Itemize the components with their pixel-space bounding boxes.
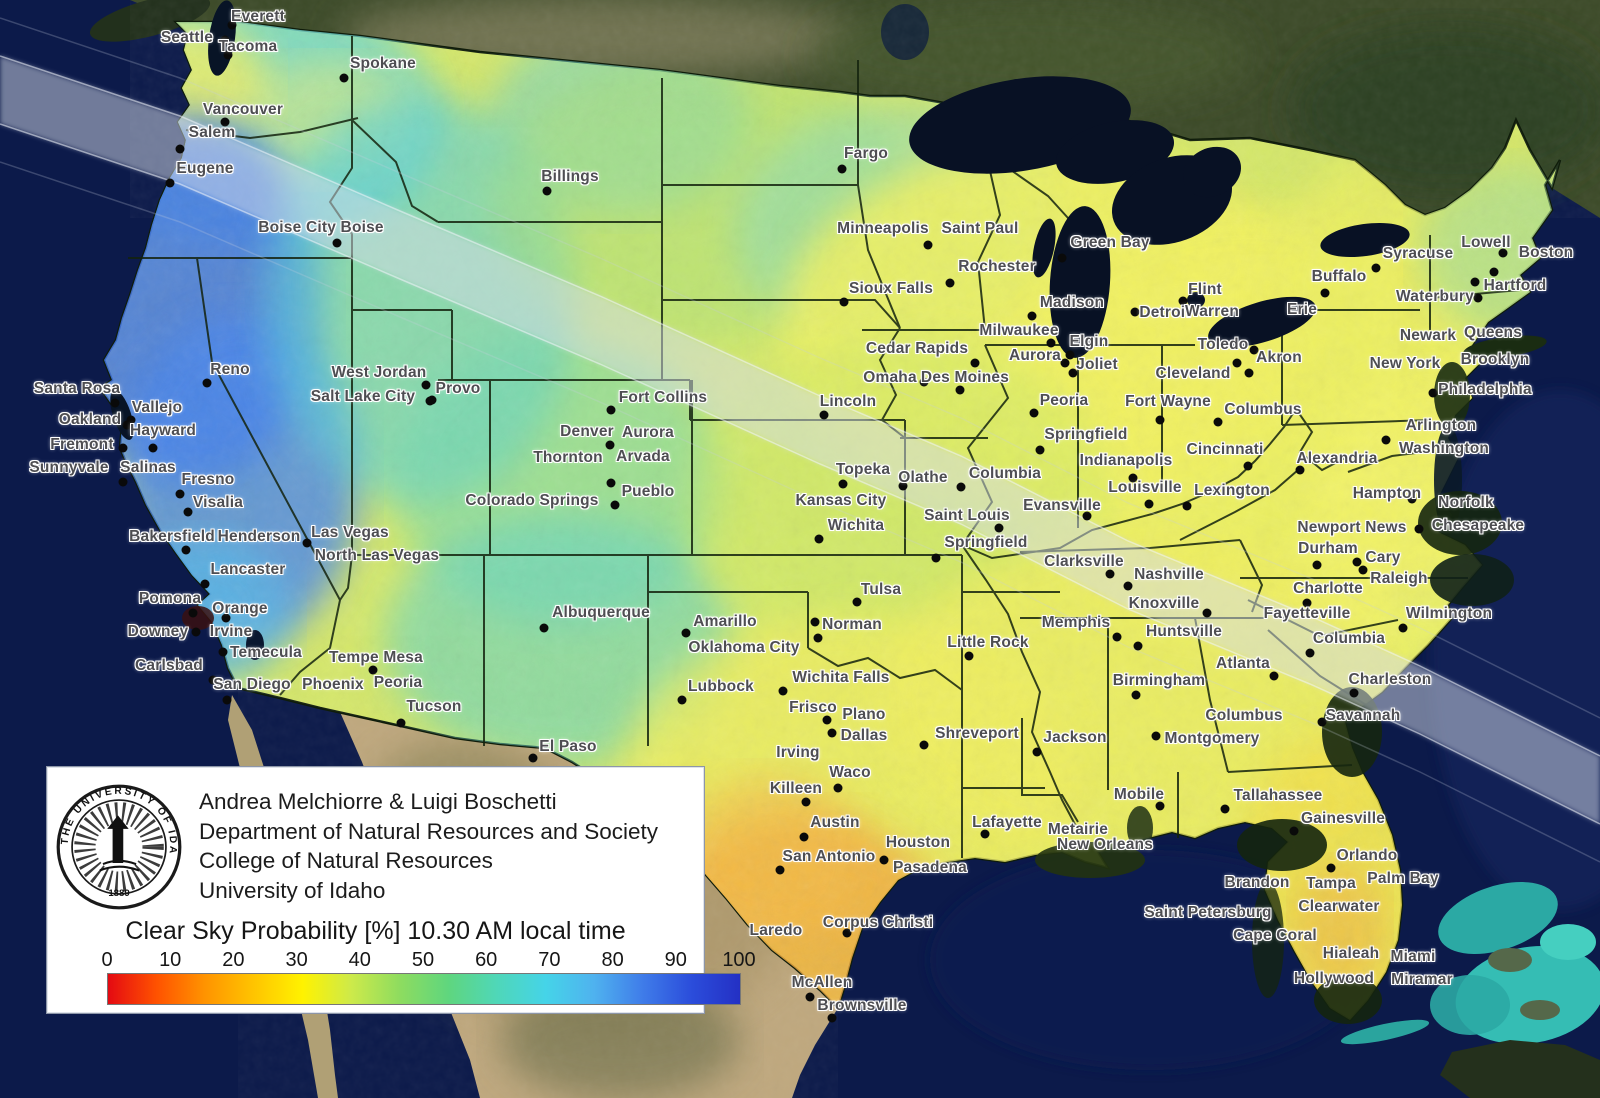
- seal-year: 1889: [108, 888, 129, 899]
- colorbar-tick: 90: [664, 949, 687, 971]
- colorbar-title: Clear Sky Probability [%] 10.30 AM local…: [125, 917, 626, 945]
- colorbar-tick: 30: [285, 949, 308, 971]
- colorbar-tick: 20: [222, 949, 245, 971]
- legend-panel: THE UNIVERSITY OF IDAHO 1889 Andrea Melc…: [46, 766, 756, 1014]
- attribution-line-authors: Andrea Melchiorre & Luigi Boschetti: [199, 789, 557, 814]
- bahamas-banks: [1340, 882, 1600, 1045]
- coastal-dark-features: [110, 0, 1547, 1024]
- colorbar-tick: 100: [722, 949, 756, 971]
- attribution-block: Andrea Melchiorre & Luigi Boschetti Depa…: [199, 787, 699, 905]
- attribution-line-department: Department of Natural Resources and Soci…: [199, 818, 658, 844]
- colorbar-tick: 70: [538, 949, 561, 971]
- colorbar-gradient: [107, 973, 741, 1005]
- colorbar-tick: 50: [411, 949, 435, 971]
- colorbar-tick: 80: [601, 949, 624, 971]
- attribution-line-college: College of Natural Resources: [199, 848, 493, 873]
- eclipse-path-band: [0, 17, 1600, 863]
- attribution-line-university: University of Idaho: [199, 877, 386, 903]
- great-lakes: [909, 76, 1410, 358]
- colorbar-tick: 0: [101, 949, 113, 971]
- seal-tower-icon: [99, 815, 140, 872]
- colorbar-ticks: 0 10 20 30 40 50 60 70 80 90 100: [101, 949, 755, 971]
- cuba-landmass: [1440, 1040, 1600, 1098]
- university-of-idaho-seal: THE UNIVERSITY OF IDAHO 1889: [55, 783, 182, 910]
- colorbar-tick: 10: [159, 949, 182, 971]
- colorbar-tick: 60: [475, 949, 498, 971]
- colorbar-tick: 40: [348, 949, 371, 971]
